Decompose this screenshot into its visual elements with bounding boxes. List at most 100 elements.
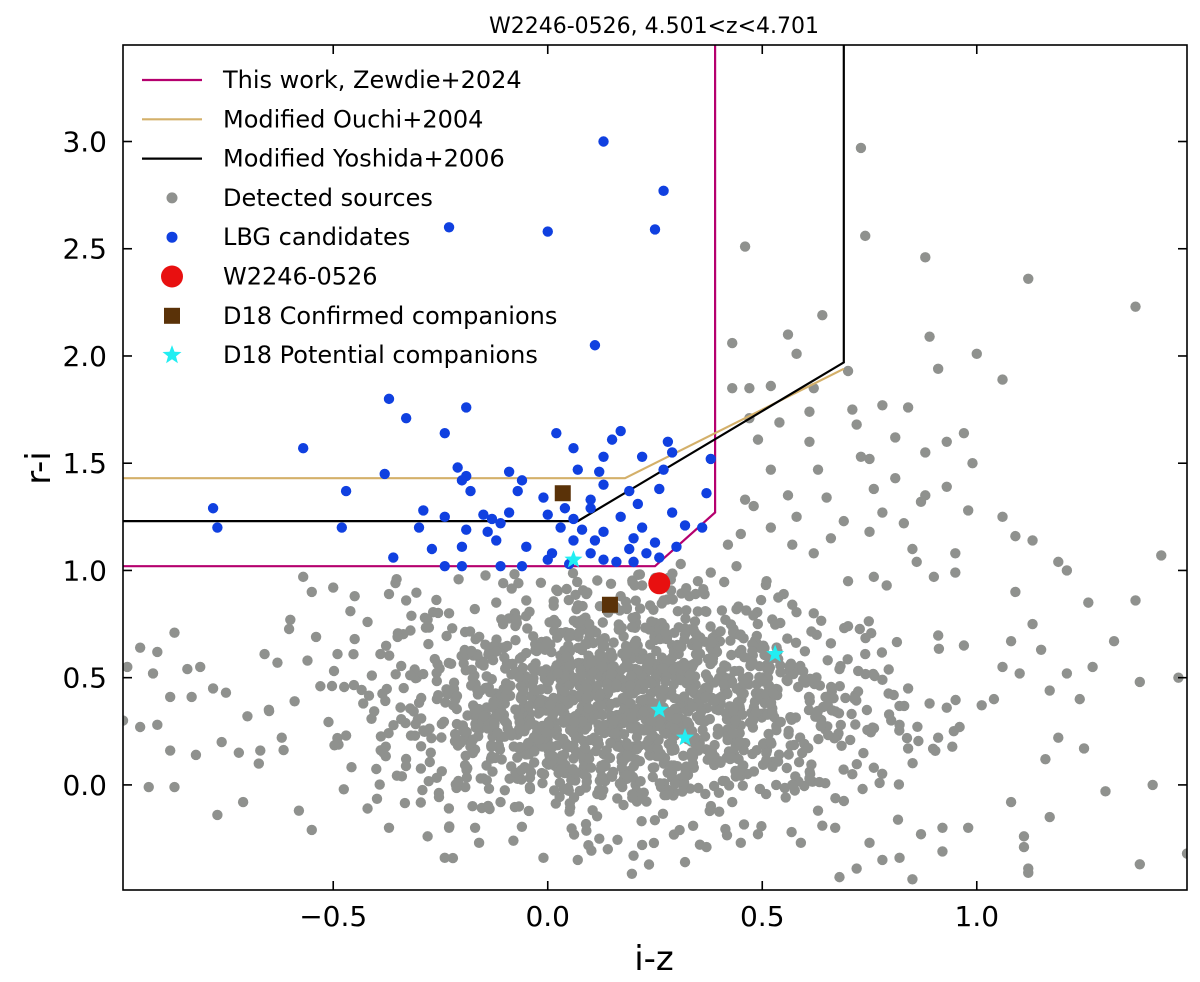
- detected-source-point: [761, 575, 772, 587]
- lbg-candidate-point: [598, 479, 609, 490]
- detected-source-point: [469, 703, 480, 715]
- detected-source-point: [332, 648, 343, 660]
- detected-source-point: [765, 464, 777, 475]
- detected-source-point: [339, 681, 350, 693]
- detected-source-point: [838, 515, 849, 527]
- detected-source-point: [570, 589, 581, 600]
- detected-source-point: [726, 752, 737, 763]
- detected-source-point: [864, 837, 875, 849]
- lbg-candidate-point: [671, 541, 682, 553]
- detected-source-point: [545, 699, 556, 711]
- detected-source-point: [345, 605, 356, 617]
- detected-source-point: [306, 824, 317, 836]
- detected-source-point: [846, 708, 857, 720]
- detected-source-point: [1134, 676, 1146, 688]
- detected-source-point: [737, 780, 748, 791]
- detected-source-point: [220, 687, 232, 698]
- detected-source-point: [658, 595, 669, 606]
- detected-source-point: [787, 779, 798, 791]
- detected-source-point: [635, 776, 646, 787]
- detected-source-point: [739, 652, 750, 663]
- detected-source-point: [751, 745, 762, 756]
- detected-source-point: [505, 727, 516, 738]
- detected-source-point: [469, 822, 481, 833]
- detected-source-point: [583, 840, 594, 851]
- lbg-candidate-point: [624, 485, 635, 497]
- detected-source-point: [638, 706, 650, 717]
- lbg-candidate-point: [568, 513, 579, 525]
- detected-source-point: [253, 758, 264, 769]
- detected-source-point: [348, 649, 359, 660]
- detected-source-point: [893, 779, 905, 790]
- detected-source-point: [259, 648, 270, 660]
- confirmed-companion-marker: [554, 485, 571, 502]
- detected-source-point: [538, 769, 550, 780]
- legend-star-swatch: [162, 345, 182, 364]
- detected-source-point: [774, 417, 785, 428]
- detected-source-point: [169, 627, 180, 638]
- detected-source-point: [1027, 618, 1038, 630]
- detected-source-point: [687, 758, 699, 769]
- detected-source-point: [888, 689, 899, 701]
- detected-source-point: [565, 802, 576, 813]
- lbg-candidate-point: [615, 425, 626, 437]
- detected-source-point: [787, 599, 798, 610]
- detected-source-point: [898, 518, 910, 529]
- detected-source-point: [744, 382, 755, 394]
- detected-source-point: [383, 822, 395, 834]
- detected-source-point: [561, 651, 572, 662]
- detected-source-point: [702, 673, 714, 684]
- detected-source-point: [509, 569, 520, 580]
- detected-source-point: [907, 874, 918, 885]
- detected-source-point: [729, 665, 740, 677]
- legend-dot-swatch: [166, 192, 178, 204]
- detected-source-point: [484, 687, 496, 698]
- detected-source-point: [487, 699, 499, 710]
- detected-source-point: [502, 684, 513, 695]
- detected-source-point: [727, 382, 738, 394]
- detected-source-point: [422, 614, 433, 625]
- detected-source-point: [797, 747, 808, 759]
- detected-source-point: [169, 781, 180, 793]
- detected-source-point: [640, 622, 651, 633]
- detected-source-point: [778, 588, 789, 600]
- detected-source-point: [860, 632, 871, 644]
- lbg-candidate-point: [636, 522, 648, 533]
- detected-source-point: [417, 784, 428, 796]
- detected-source-point: [668, 829, 680, 840]
- detected-source-point: [928, 571, 940, 583]
- potential-companion-marker: [676, 728, 695, 746]
- detected-source-point: [585, 762, 597, 773]
- detected-source-point: [636, 580, 648, 591]
- plot-area: [123, 45, 1187, 885]
- detected-source-point: [784, 660, 795, 672]
- detected-source-point: [808, 548, 819, 559]
- detected-source-point: [860, 230, 871, 242]
- detected-source-point: [628, 850, 639, 861]
- legend-label: Modified Ouchi+2004: [223, 105, 483, 133]
- lbg-candidate-point: [658, 464, 669, 475]
- detected-source-point: [915, 829, 927, 840]
- detected-source-point: [594, 833, 605, 844]
- detected-source-point: [602, 684, 614, 695]
- lbg-candidate-point: [585, 503, 596, 514]
- detected-source-point: [692, 575, 704, 587]
- detected-source-point: [814, 680, 826, 691]
- detected-source-point: [609, 728, 621, 739]
- detected-source-point: [627, 577, 638, 588]
- detected-source-point: [583, 702, 594, 714]
- detected-source-point: [920, 252, 931, 263]
- detected-source-point: [709, 695, 720, 707]
- detected-source-point: [706, 636, 718, 648]
- detected-source-point: [775, 716, 786, 728]
- detected-source-point: [346, 762, 357, 773]
- detected-source-point: [526, 718, 537, 729]
- detected-source-point: [242, 711, 253, 722]
- detected-source-point: [679, 769, 691, 781]
- detected-source-point: [584, 618, 595, 630]
- detected-source-point: [541, 638, 552, 649]
- y-tick-label: 3.0: [62, 126, 107, 159]
- detected-source-point: [637, 694, 648, 706]
- detected-source-point: [757, 675, 768, 686]
